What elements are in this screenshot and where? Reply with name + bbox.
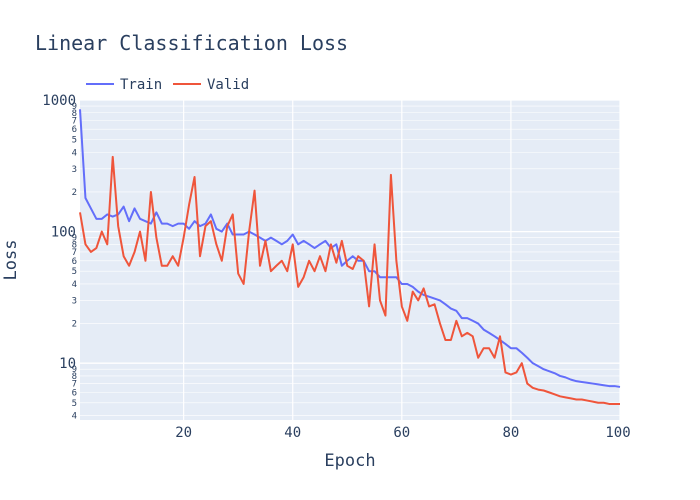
y-minor-tick-label: 5 <box>72 399 77 409</box>
x-tick-labels: 20 40 60 80 100 <box>175 425 630 441</box>
chart-title: Linear Classification Loss <box>35 31 348 55</box>
y-minor-tick-label: 4 <box>72 412 77 422</box>
x-tick-label: 100 <box>605 425 630 441</box>
x-tick-label: 20 <box>175 425 192 441</box>
y-minor-tick-label: 5 <box>72 136 77 146</box>
y-minor-tick-label: 7 <box>72 248 77 258</box>
y-major-tick-label: 100 <box>51 225 76 241</box>
grid-lines <box>80 99 621 420</box>
x-tick-label: 40 <box>284 425 301 441</box>
y-minor-tick-label: 9 <box>72 234 77 244</box>
series-line-train[interactable] <box>79 109 621 388</box>
y-minor-tick-label: 4 <box>72 280 77 290</box>
y-minor-tick-label: 2 <box>72 188 77 198</box>
y-axis-title: Loss <box>1 240 21 281</box>
series-line-valid[interactable] <box>79 155 620 405</box>
y-minor-tick-label: 3 <box>72 165 77 175</box>
y-major-tick-label: 10 <box>59 356 76 372</box>
legend[interactable]: Train Valid <box>86 77 249 93</box>
y-minor-tick-label: 7 <box>72 116 77 126</box>
y-minor-tick-label: 9 <box>72 365 77 375</box>
x-tick-label: 80 <box>502 425 519 441</box>
x-axis-title: Epoch <box>324 451 375 471</box>
legend-label-train: Train <box>120 77 162 93</box>
y-minor-tick-label: 6 <box>72 388 77 398</box>
legend-label-valid: Valid <box>207 77 249 93</box>
y-minor-tick-label: 3 <box>72 296 77 306</box>
y-minor-tick-label: 8 <box>72 240 77 250</box>
x-tick-label: 60 <box>393 425 410 441</box>
y-minor-tick-label: 7 <box>72 380 77 390</box>
y-minor-tick-label: 4 <box>72 148 77 158</box>
y-minor-tick-label: 6 <box>72 125 77 135</box>
y-minor-tick-label: 8 <box>72 372 77 382</box>
y-major-tick-label: 1000 <box>42 93 76 109</box>
y-minor-tick-label: 5 <box>72 267 77 277</box>
y-minor-tick-label: 6 <box>72 257 77 267</box>
y-minor-tick-label: 8 <box>72 109 77 119</box>
y-minor-tick-label: 2 <box>72 320 77 330</box>
y-minor-tick-label: 9 <box>72 102 77 112</box>
series-lines <box>79 109 621 405</box>
